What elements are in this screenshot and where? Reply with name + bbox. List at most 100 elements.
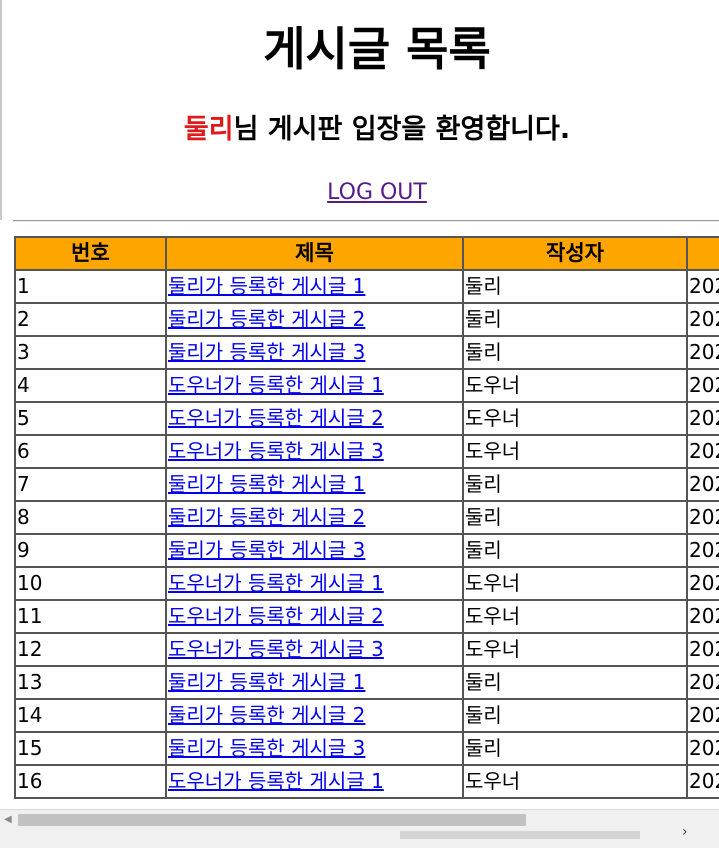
post-number: 6 <box>14 434 167 469</box>
welcome-username: 둘리 <box>183 114 234 145</box>
post-author: 둘리 <box>462 665 688 700</box>
post-author: 둘리 <box>462 269 688 304</box>
post-title-cell: 도우너가 등록한 게시글 1 <box>165 764 464 799</box>
post-number: 3 <box>14 335 167 370</box>
post-title-link[interactable]: 도우너가 등록한 게시글 2 <box>168 406 384 430</box>
post-date: 202 <box>686 533 719 568</box>
post-author: 둘리 <box>462 302 688 337</box>
post-date: 202 <box>686 302 719 337</box>
post-author: 도우너 <box>462 566 688 601</box>
post-title-link[interactable]: 도우너가 등록한 게시글 1 <box>168 769 384 793</box>
post-title-cell: 도우너가 등록한 게시글 2 <box>165 599 464 634</box>
post-date: 202 <box>686 434 719 469</box>
post-title-link[interactable]: 둘리가 등록한 게시글 2 <box>168 505 366 529</box>
post-date: 202 <box>686 566 719 601</box>
horizontal-scrollbar[interactable]: ◀ <box>0 809 719 831</box>
post-date: 202 <box>686 401 719 436</box>
page-title: 게시글 목록 <box>263 22 491 76</box>
welcome-text: 님 게시판 입장을 환영합니다. <box>233 114 571 145</box>
post-title-link[interactable]: 도우너가 등록한 게시글 1 <box>168 373 384 397</box>
post-date: 202 <box>686 269 719 304</box>
post-number: 10 <box>14 566 167 601</box>
bottom-scroll-track: › <box>0 824 719 848</box>
secondary-scrollbar-thumb[interactable] <box>400 831 640 839</box>
post-number: 8 <box>14 500 167 535</box>
post-date: 202 <box>686 467 719 502</box>
post-author: 둘리 <box>462 467 688 502</box>
scroll-right-arrow-icon[interactable]: › <box>682 824 688 840</box>
post-title-link[interactable]: 둘리가 등록한 게시글 2 <box>168 703 366 727</box>
column-header-author: 작성자 <box>462 236 688 271</box>
post-title-link[interactable]: 도우너가 등록한 게시글 3 <box>168 439 384 463</box>
post-title-cell: 둘리가 등록한 게시글 3 <box>165 731 464 766</box>
post-number: 12 <box>14 632 167 667</box>
post-title-link[interactable]: 둘리가 등록한 게시글 3 <box>168 538 366 562</box>
divider <box>13 220 719 222</box>
post-title-cell: 둘리가 등록한 게시글 3 <box>165 533 464 568</box>
post-number: 13 <box>14 665 167 700</box>
table-header-row: 번호 제목 작성자 <box>14 236 719 271</box>
post-title-cell: 둘리가 등록한 게시글 2 <box>165 302 464 337</box>
post-number: 7 <box>14 467 167 502</box>
post-number: 14 <box>14 698 167 733</box>
post-date: 202 <box>686 698 719 733</box>
post-title-cell: 도우너가 등록한 게시글 1 <box>165 566 464 601</box>
column-header-title: 제목 <box>165 236 464 271</box>
post-title-cell: 둘리가 등록한 게시글 2 <box>165 500 464 535</box>
welcome-message: 둘리님 게시판 입장을 환영합니다. <box>0 108 719 152</box>
post-title-cell: 도우너가 등록한 게시글 2 <box>165 401 464 436</box>
post-title-cell: 둘리가 등록한 게시글 2 <box>165 698 464 733</box>
post-title-link[interactable]: 둘리가 등록한 게시글 1 <box>168 472 366 496</box>
post-title-link[interactable]: 둘리가 등록한 게시글 1 <box>168 670 366 694</box>
post-date: 202 <box>686 335 719 370</box>
post-author: 도우너 <box>462 368 688 403</box>
post-author: 둘리 <box>462 731 688 766</box>
post-number: 16 <box>14 764 167 799</box>
post-title-link[interactable]: 도우너가 등록한 게시글 3 <box>168 637 384 661</box>
post-number: 9 <box>14 533 167 568</box>
post-title-link[interactable]: 둘리가 등록한 게시글 2 <box>168 307 366 331</box>
post-author: 도우너 <box>462 401 688 436</box>
post-title-link[interactable]: 둘리가 등록한 게시글 1 <box>168 274 366 298</box>
post-title-link[interactable]: 도우너가 등록한 게시글 1 <box>168 571 384 595</box>
post-title-link[interactable]: 둘리가 등록한 게시글 3 <box>168 736 366 760</box>
post-title-cell: 둘리가 등록한 게시글 1 <box>165 269 464 304</box>
post-title-link[interactable]: 둘리가 등록한 게시글 3 <box>168 340 366 364</box>
frame-border <box>0 0 2 220</box>
logout-container: LOG OUT <box>0 178 719 208</box>
post-number: 4 <box>14 368 167 403</box>
post-number: 1 <box>14 269 167 304</box>
column-header-date <box>686 236 719 271</box>
post-date: 202 <box>686 665 719 700</box>
post-number: 15 <box>14 731 167 766</box>
scroll-left-arrow-icon[interactable]: ◀ <box>4 814 12 825</box>
post-number: 5 <box>14 401 167 436</box>
post-title-cell: 도우너가 등록한 게시글 1 <box>165 368 464 403</box>
post-title-link[interactable]: 도우너가 등록한 게시글 2 <box>168 604 384 628</box>
post-date: 202 <box>686 632 719 667</box>
post-author: 둘리 <box>462 698 688 733</box>
post-number: 2 <box>14 302 167 337</box>
logout-link[interactable]: LOG OUT <box>327 180 427 205</box>
post-author: 도우너 <box>462 599 688 634</box>
scrollbar-thumb[interactable] <box>18 814 526 826</box>
post-date: 202 <box>686 500 719 535</box>
post-author: 둘리 <box>462 500 688 535</box>
post-date: 202 <box>686 731 719 766</box>
post-number: 11 <box>14 599 167 634</box>
post-date: 202 <box>686 368 719 403</box>
